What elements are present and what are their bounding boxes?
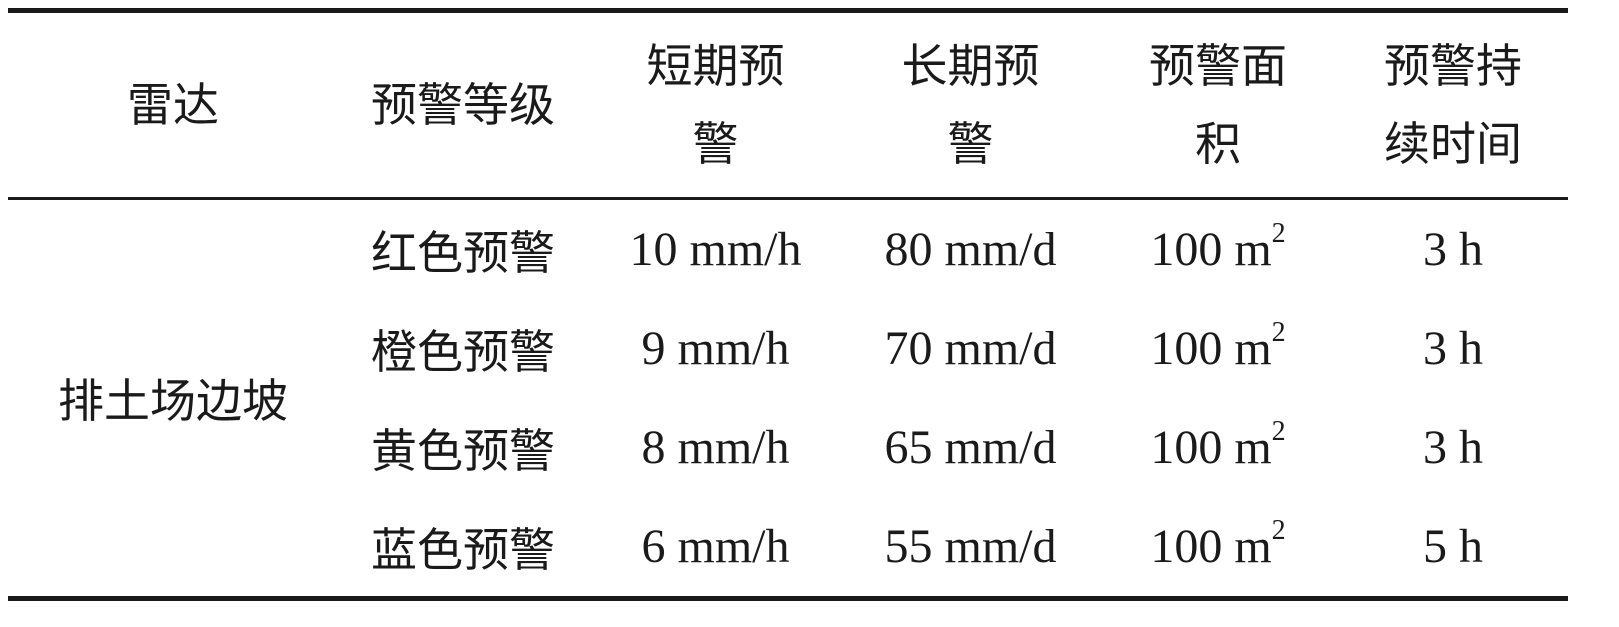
radar-group: 排土场边坡 xyxy=(58,374,288,428)
level-cell: 黄色预警 xyxy=(371,423,555,478)
table-row: 蓝色预警 6 mm/h 55 mm/d 100 m2 5 h xyxy=(8,497,1568,596)
header-duration: 预警持 续时间 xyxy=(1384,39,1522,171)
header-radar: 雷达 xyxy=(127,78,219,132)
long-cell: 70 mm/d xyxy=(884,322,1057,375)
duration-cell: 3 h xyxy=(1423,322,1483,375)
duration-cell: 3 h xyxy=(1423,223,1483,276)
header-area: 预警面积 xyxy=(1098,13,1338,197)
mid-rule xyxy=(8,197,1568,200)
area-cell: 100 m2 xyxy=(1150,218,1286,276)
header-short-label: 短期预警 xyxy=(646,39,785,171)
bottom-rule xyxy=(8,596,1568,601)
duration-cell: 3 h xyxy=(1423,421,1483,474)
header-level: 预警等级 xyxy=(371,78,555,132)
table-row: 黄色预警 8 mm/h 65 mm/d 100 m2 3 h xyxy=(8,398,1568,497)
level-cell: 蓝色预警 xyxy=(371,522,555,577)
header-long-label: 长期预警 xyxy=(901,39,1040,171)
table-row: 橙色预警 9 mm/h 70 mm/d 100 m2 3 h xyxy=(8,299,1568,398)
area-cell: 100 m2 xyxy=(1150,317,1286,375)
header-row: 雷达 预警等级 短期预警 长期预警 预警面积 预警持 续时间 xyxy=(8,13,1568,197)
level-cell: 红色预警 xyxy=(371,225,555,280)
top-rule xyxy=(8,8,1568,13)
area-cell: 100 m2 xyxy=(1150,515,1286,573)
long-cell: 55 mm/d xyxy=(884,520,1057,573)
area-cell: 100 m2 xyxy=(1150,416,1286,474)
short-cell: 6 mm/h xyxy=(641,520,790,573)
header-short: 短期预警 xyxy=(588,13,843,197)
header-long: 长期预警 xyxy=(843,13,1098,197)
warning-table-container: 雷达 预警等级 短期预警 长期预警 预警面积 预警持 续时间 排土场边坡 红色预警 1… xyxy=(8,8,1568,601)
short-cell: 9 mm/h xyxy=(641,322,790,375)
warning-table: 雷达 预警等级 短期预警 长期预警 预警面积 预警持 续时间 xyxy=(8,13,1568,197)
long-cell: 80 mm/d xyxy=(884,223,1057,276)
short-cell: 10 mm/h xyxy=(629,223,802,276)
warning-table-body: 排土场边坡 红色预警 10 mm/h 80 mm/d 100 m2 3 h 橙色预警 9 mm… xyxy=(8,200,1568,596)
short-cell: 8 mm/h xyxy=(641,421,790,474)
long-cell: 65 mm/d xyxy=(884,421,1057,474)
level-cell: 橙色预警 xyxy=(371,324,555,379)
table-row: 排土场边坡 红色预警 10 mm/h 80 mm/d 100 m2 3 h xyxy=(8,200,1568,428)
header-area-label: 预警面积 xyxy=(1148,39,1287,171)
duration-cell: 5 h xyxy=(1423,520,1483,573)
